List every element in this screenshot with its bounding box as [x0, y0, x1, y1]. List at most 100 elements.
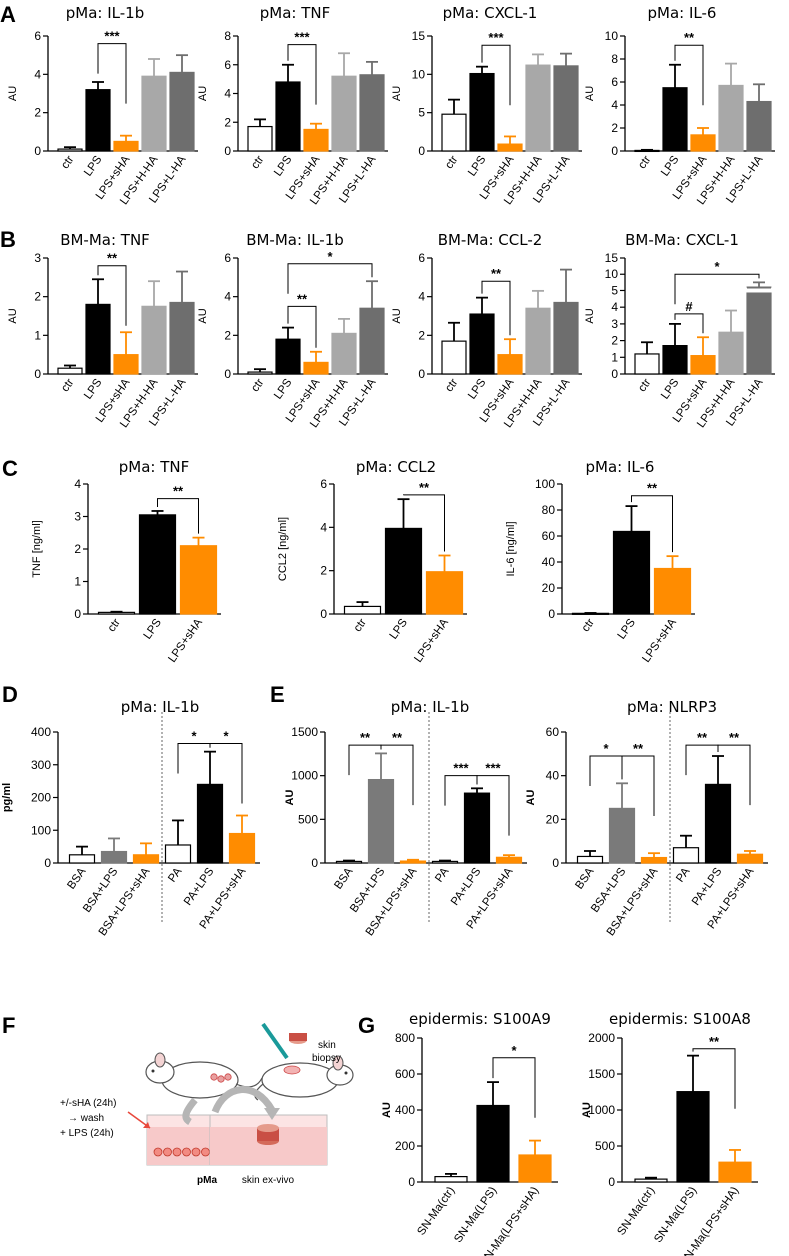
category-label: LPS	[659, 377, 681, 402]
y-tick-label: 10	[412, 67, 426, 81]
chart-title: pMa: IL-6	[648, 4, 717, 22]
skin-piece-icon	[257, 1124, 279, 1145]
y-tick-label: 0	[320, 607, 327, 621]
chart-title: pMa: CCL2	[356, 458, 436, 476]
category-label: SN-Ma(ctr)	[415, 1185, 457, 1238]
bar	[690, 134, 716, 152]
panel-label-g: G	[358, 1013, 375, 1038]
chart-g2: epidermis: S100A8 0 500 1000 1500 2000 AU SN-Ma…	[581, 1010, 758, 1256]
bar	[331, 75, 357, 152]
y-tick-label: 0	[224, 144, 231, 158]
bar	[331, 332, 357, 375]
bar	[497, 354, 523, 375]
y-tick-label: 0	[311, 856, 318, 870]
bar	[463, 792, 491, 864]
y-tick-label: 200	[395, 1139, 415, 1153]
y-tick-label: 6	[224, 251, 231, 265]
category-label: LPS	[466, 154, 488, 179]
significance-label: **	[297, 291, 308, 306]
bar	[384, 527, 423, 615]
y-tick-label: 60	[546, 725, 560, 739]
y-tick-label: 60	[542, 529, 556, 543]
y-axis-label: IL-6 [ng/ml]	[505, 521, 517, 576]
bar	[367, 778, 395, 864]
chart-title: pMa: TNF	[119, 458, 190, 476]
y-tick-label: 15	[412, 29, 426, 43]
significance-label: ***	[485, 761, 501, 776]
y-tick-label: 0	[611, 144, 618, 158]
bar	[113, 140, 139, 152]
y-tick-label: 1000	[291, 769, 318, 783]
significance-label: *	[603, 741, 609, 756]
bar	[746, 100, 772, 152]
bar	[634, 353, 660, 375]
category-label: BSA	[332, 866, 355, 892]
significance-bracket	[589, 755, 623, 787]
significance-bracket	[674, 44, 704, 106]
bar	[132, 854, 160, 864]
y-tick-label: 0	[34, 144, 41, 158]
chart-e1: pMa: IL-1b050010001500AUBSABSA+LPSBSA+LP…	[284, 698, 527, 938]
y-tick-label: 400	[31, 725, 51, 739]
significance-label: **	[684, 30, 695, 45]
category-label: LPS+sHA	[412, 617, 451, 665]
y-tick-label: 4	[74, 477, 81, 491]
f-biopsy-line-2: biopsy	[312, 1053, 341, 1064]
y-tick-label: 0	[408, 1175, 415, 1189]
bar	[303, 128, 329, 152]
significance-bracket	[97, 43, 127, 104]
y-axis-label: AU	[7, 86, 19, 101]
bar	[68, 854, 96, 864]
y-tick-label: 2	[34, 290, 41, 304]
bar	[247, 371, 273, 375]
y-tick-label: 0	[34, 367, 41, 381]
y-tick-label: 2000	[588, 1031, 615, 1045]
bar	[718, 84, 744, 152]
chart-title: pMa: IL-1b	[66, 4, 144, 22]
pma-cell-icon	[201, 1147, 210, 1157]
bar	[525, 307, 551, 375]
y-tick-label: 1	[34, 328, 41, 342]
significance-bracket	[157, 498, 199, 534]
significance-label: **	[729, 730, 740, 745]
y-tick-label: 4	[224, 87, 231, 101]
y-axis-label: TNF [ng/ml]	[31, 520, 43, 577]
category-label: ctr	[636, 377, 653, 394]
significance-bracket	[287, 263, 373, 294]
y-tick-label: 2	[320, 564, 327, 578]
supernatant-arrow-icon	[211, 1086, 276, 1114]
bar	[525, 64, 551, 152]
bar	[718, 331, 744, 375]
bar	[518, 1154, 552, 1183]
y-tick-label: 8	[224, 29, 231, 43]
category-label: PA+LPS	[182, 866, 217, 908]
y-tick-label: 20	[542, 581, 556, 595]
f-well-label-right: skin ex-vivo	[242, 1175, 295, 1186]
bar	[690, 355, 716, 375]
significance-label: **	[633, 741, 644, 756]
bar	[553, 65, 579, 152]
chart-c1: pMa: TNF 0 1 2 3 4 TNF [ng/ml] ctr LPS LPS+sHA **	[31, 458, 221, 665]
y-tick-label: 2	[611, 121, 618, 135]
category-label: ctr	[443, 154, 460, 171]
y-axis-label: AU	[525, 790, 537, 806]
significance-label: *	[714, 259, 720, 274]
significance-label: **	[491, 266, 502, 281]
chart-title: BM-Ma: CCL-2	[438, 231, 543, 249]
y-tick-label: 200	[31, 791, 51, 805]
bar	[196, 783, 224, 864]
bar	[303, 361, 329, 375]
panel-label-d: D	[2, 682, 18, 707]
y-tick-label: 2	[611, 334, 618, 348]
transfer-arrow-icon	[182, 1097, 198, 1126]
bar	[179, 545, 218, 615]
category-label: LPS	[616, 617, 638, 642]
category-label: LPS+sHA	[166, 617, 205, 665]
category-label: SN-Ma(LPS)	[452, 1185, 499, 1245]
significance-label: **	[419, 480, 430, 495]
bar	[85, 89, 111, 152]
y-tick-label: 5	[611, 283, 618, 297]
significance-bracket	[674, 313, 704, 334]
